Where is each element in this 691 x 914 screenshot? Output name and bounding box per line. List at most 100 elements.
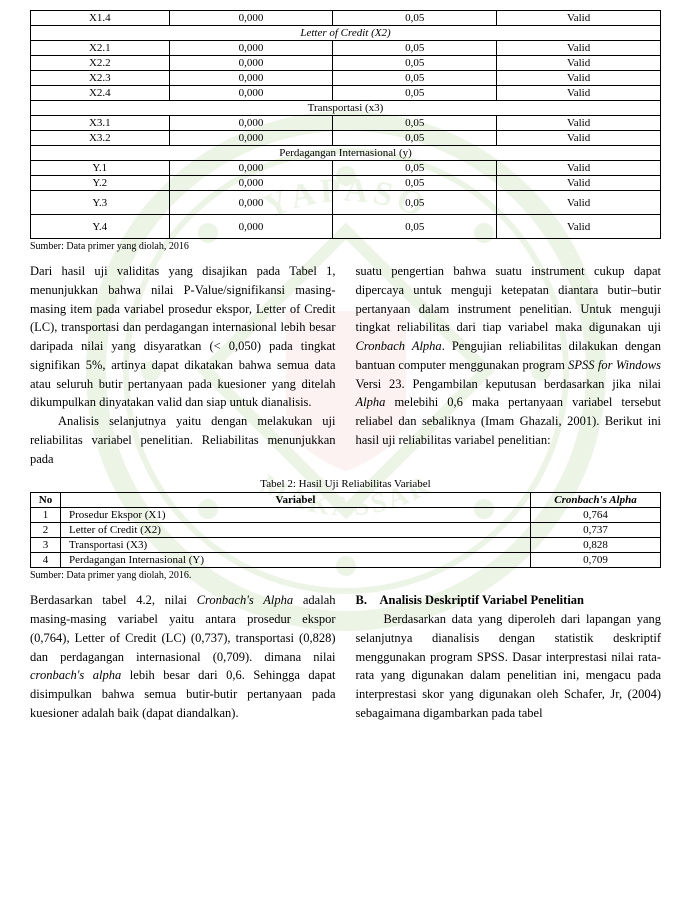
table-row: 4 Perdagangan Internasional (Y) 0,709 [31,553,661,568]
cell: 0,000 [169,191,333,215]
cell: Valid [497,86,661,101]
table2-caption: Tabel 2: Hasil Uji Reliabilitas Variabel [30,478,661,490]
cell: Transportasi (X3) [61,538,531,553]
section-row: Perdagangan Internasional (y) [31,146,661,161]
cell: 0,000 [169,86,333,101]
cell: 0,05 [333,161,497,176]
table-row: X2.2 0,000 0,05 Valid [31,56,661,71]
cell: 0,000 [169,11,333,26]
cell: 0,709 [531,553,661,568]
cell: Valid [497,116,661,131]
text-italic: cronbach's alpha [30,668,121,682]
col-cronbach: Cronbach's Alpha [531,493,661,508]
cell: X3.1 [31,116,170,131]
cell: 0,000 [169,131,333,146]
cell: Valid [497,56,661,71]
cell: Valid [497,176,661,191]
cell: Valid [497,131,661,146]
cell: 0,000 [169,41,333,56]
cell: X2.3 [31,71,170,86]
cell: 0,000 [169,71,333,86]
cell: 0,05 [333,176,497,191]
cell: Letter of Credit (X2) [61,523,531,538]
paragraph: Berdasarkan data yang diperoleh dari lap… [356,610,662,723]
paragraph: suatu pengertian bahwa suatu instrument … [356,262,662,450]
cell: 0,05 [333,11,497,26]
cell: Valid [497,215,661,239]
table-row: Y.2 0,000 0,05 Valid [31,176,661,191]
table-header-row: No Variabel Cronbach's Alpha [31,493,661,508]
cell: 3 [31,538,61,553]
cell: Prosedur Ekspor (X1) [61,508,531,523]
text: suatu pengertian bahwa suatu instrument … [356,264,662,334]
cell: 0,05 [333,86,497,101]
text-italic: Cronbach's Alpha [197,593,293,607]
cell: 0,000 [169,116,333,131]
cell: X1.4 [31,11,170,26]
table2-source: Sumber: Data primer yang diolah, 2016. [30,570,661,581]
cell: Valid [497,71,661,86]
cell: 0,000 [169,161,333,176]
cell: 0,828 [531,538,661,553]
cell: Valid [497,41,661,56]
cell: Y.1 [31,161,170,176]
left-column: Dari hasil uji validitas yang disajikan … [30,262,336,468]
cell: 0,05 [333,131,497,146]
cell: 0,764 [531,508,661,523]
cell: 0,05 [333,116,497,131]
cell: 1 [31,508,61,523]
cell: 0,000 [169,215,333,239]
cell: 0,000 [169,176,333,191]
table-row: X3.2 0,000 0,05 Valid [31,131,661,146]
cell: 0,000 [169,56,333,71]
cell: X2.4 [31,86,170,101]
text-italic: SPSS for Windows [568,358,661,372]
table-row: X1.4 0,000 0,05 Valid [31,11,661,26]
validity-table: X1.4 0,000 0,05 Valid Letter of Credit (… [30,10,661,239]
cell: 0,05 [333,56,497,71]
cell: 2 [31,523,61,538]
cell: Valid [497,191,661,215]
paragraph: Berdasarkan tabel 4.2, nilai Cronbach's … [30,591,336,722]
table-row: 1 Prosedur Ekspor (X1) 0,764 [31,508,661,523]
section-header-perdag: Perdagangan Internasional (y) [31,146,661,161]
section-row: Letter of Credit (X2) [31,26,661,41]
section-b-header: B. Analisis Deskriptif Variabel Peneliti… [356,591,662,610]
table1-source: Sumber: Data primer yang diolah, 2016 [30,241,661,252]
cell: Y.4 [31,215,170,239]
table-row: Y.1 0,000 0,05 Valid [31,161,661,176]
text: Berdasarkan tabel 4.2, nilai [30,593,197,607]
cell: 4 [31,553,61,568]
cell: 0,05 [333,215,497,239]
table-row: Y.3 0,000 0,05 Valid [31,191,661,215]
paragraph: Dari hasil uji validitas yang disajikan … [30,262,336,412]
section-label-b: B. [356,593,367,607]
section-title: Analisis Deskriptif Variabel Penelitian [379,593,584,607]
left-column: Berdasarkan tabel 4.2, nilai Cronbach's … [30,591,336,722]
cell: Valid [497,161,661,176]
cell: Y.2 [31,176,170,191]
right-column: B. Analisis Deskriptif Variabel Peneliti… [356,591,662,722]
text-columns-1: Dari hasil uji validitas yang disajikan … [30,262,661,468]
cell: X3.2 [31,131,170,146]
cell: 0,05 [333,191,497,215]
text: melebihi 0,6 maka pertanyaan variabel te… [356,395,662,447]
table-row: X2.4 0,000 0,05 Valid [31,86,661,101]
cell: X2.2 [31,56,170,71]
col-no: No [31,493,61,508]
cell: Valid [497,11,661,26]
table-row: X2.1 0,000 0,05 Valid [31,41,661,56]
paragraph: Analisis selanjutnya yaitu dengan melaku… [30,412,336,468]
right-column: suatu pengertian bahwa suatu instrument … [356,262,662,468]
col-variabel: Variabel [61,493,531,508]
table-row: 2 Letter of Credit (X2) 0,737 [31,523,661,538]
cell: X2.1 [31,41,170,56]
cell: Perdagangan Internasional (Y) [61,553,531,568]
section-header-lc: Letter of Credit (X2) [31,26,661,41]
cell: Y.3 [31,191,170,215]
table-row: X2.3 0,000 0,05 Valid [31,71,661,86]
cell: 0,737 [531,523,661,538]
reliability-table: No Variabel Cronbach's Alpha 1 Prosedur … [30,492,661,568]
text-italic: Cronbach Alpha [356,339,442,353]
cell: 0,05 [333,41,497,56]
